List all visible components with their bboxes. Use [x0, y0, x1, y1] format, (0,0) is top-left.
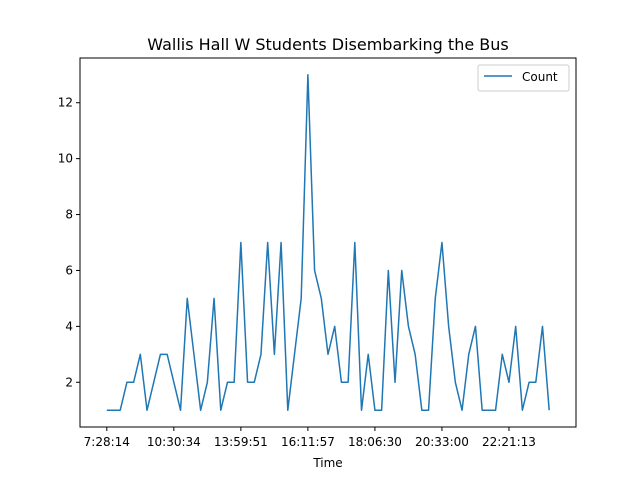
chart-title: Wallis Hall W Students Disembarking the … [147, 35, 508, 54]
legend-label-count: Count [522, 70, 558, 84]
y-tick-label: 8 [65, 208, 73, 222]
x-tick-label: 10:30:34 [147, 435, 201, 449]
x-tick-label: 20:33:00 [415, 435, 469, 449]
y-tick-label: 2 [65, 375, 73, 389]
x-tick-label: 13:59:51 [214, 435, 268, 449]
x-tick-label: 18:06:30 [348, 435, 402, 449]
y-axis: 2 4 6 8 10 12 [58, 96, 80, 389]
plot-frame [79, 57, 577, 428]
x-tick-label: 22:21:13 [482, 435, 536, 449]
y-tick-label: 10 [58, 152, 73, 166]
y-tick-label: 12 [58, 96, 73, 110]
legend-box [477, 64, 570, 92]
legend: Count [477, 64, 570, 92]
x-axis: 7:28:14 10:30:34 13:59:51 16:11:57 18:06:30 2… [84, 427, 536, 449]
x-tick-label: 7:28:14 [84, 435, 130, 449]
x-tick-label: 16:11:57 [281, 435, 335, 449]
x-axis-label: Time [312, 456, 342, 470]
plot-area [106, 74, 550, 411]
y-tick-label: 4 [65, 319, 73, 333]
series-line-count [106, 74, 550, 411]
y-tick-label: 6 [65, 263, 73, 277]
